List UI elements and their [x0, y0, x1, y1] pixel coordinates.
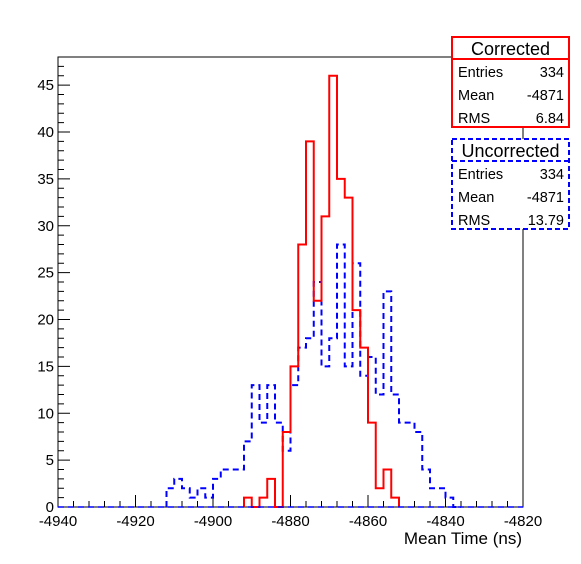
corrected-rms-value: 6.84 [536, 111, 564, 127]
corrected-bin [314, 301, 322, 507]
x-tick-label: -4900 [194, 513, 232, 530]
uncorrected-mean-value: -4871 [527, 190, 564, 206]
uncorrected-bin [182, 488, 190, 507]
uncorrected-bin [252, 385, 260, 507]
uncorrected-bin [198, 488, 206, 507]
y-tick-label: 5 [46, 452, 54, 469]
corrected-entries-label: Entries [458, 65, 503, 81]
corrected-bin [353, 310, 361, 507]
corrected-bin [337, 179, 345, 507]
corrected-mean-value: -4871 [527, 88, 564, 104]
uncorrected-bin [236, 470, 244, 508]
uncorrected-stats-title: Uncorrected [461, 141, 559, 161]
uncorrected-entries-value: 334 [540, 167, 564, 183]
uncorrected-bin [446, 498, 454, 507]
x-tick-label: -4820 [504, 513, 542, 530]
stat-boxes: Corrected Entries 334 Mean -4871 RMS 6.84 Uncor… [451, 36, 570, 230]
y-tick-label: 25 [37, 265, 54, 282]
uncorrected-mean-label: Mean [458, 190, 494, 206]
corrected-bin [260, 498, 268, 507]
uncorrected-rms-label: RMS [458, 213, 490, 229]
y-tick-label: 20 [37, 312, 54, 329]
y-tick-label: 0 [46, 499, 54, 516]
y-tick-label: 30 [37, 218, 54, 235]
uncorrected-histogram [165, 243, 461, 508]
y-tick-label: 10 [37, 405, 54, 422]
uncorrected-bin [438, 488, 446, 507]
uncorrected-bin [205, 498, 213, 507]
y-tick-label: 35 [37, 171, 54, 188]
uncorrected-bin [391, 395, 399, 508]
corrected-bin [376, 488, 384, 507]
uncorrected-bin [430, 488, 438, 507]
uncorrected-bin [229, 470, 237, 508]
x-tick-label: -4940 [39, 513, 77, 530]
corrected-entries-value: 334 [540, 65, 564, 81]
x-tick-label: -4840 [426, 513, 464, 530]
corrected-stats-box: Corrected Entries 334 Mean -4871 RMS 6.84 [451, 36, 570, 128]
corrected-rms-label: RMS [458, 111, 490, 127]
corrected-bin [267, 479, 275, 507]
x-axis-title: Mean Time (ns) [404, 529, 522, 548]
x-axis: -4940 -4920 -4900 -4880 -4860 -4840 -4820 [39, 495, 542, 530]
uncorrected-bin [260, 423, 268, 507]
uncorrected-rms-value: 13.79 [528, 213, 564, 229]
uncorrected-bin [399, 423, 407, 507]
uncorrected-stats-box: Uncorrected Entries 334 Mean -4871 RMS 13.79 [451, 138, 570, 230]
uncorrected-bin [275, 423, 283, 507]
x-tick-label: -4880 [271, 513, 309, 530]
uncorrected-bin [190, 498, 198, 507]
corrected-stats-frame [451, 36, 570, 128]
x-tick-label: -4860 [349, 513, 387, 530]
corrected-bin [345, 198, 353, 507]
corrected-bin [368, 423, 376, 507]
uncorrected-bin [415, 432, 423, 507]
corrected-bin [391, 498, 399, 507]
uncorrected-entries-label: Entries [458, 167, 503, 183]
corrected-mean-label: Mean [458, 88, 494, 104]
y-tick-label: 45 [37, 77, 54, 94]
series-layer [58, 74, 523, 508]
uncorrected-bin [174, 479, 182, 507]
uncorrected-bin [213, 479, 221, 507]
corrected-bin [306, 141, 314, 507]
y-tick-label: 40 [37, 124, 54, 141]
corrected-stats-title: Corrected [471, 39, 550, 59]
corrected-bin [360, 348, 368, 507]
uncorrected-stats-frame [451, 138, 570, 230]
corrected-bin [384, 470, 392, 508]
uncorrected-bin [221, 470, 229, 508]
y-tick-label: 15 [37, 358, 54, 375]
uncorrected-bin [167, 488, 175, 507]
corrected-bin [329, 76, 337, 507]
x-tick-label: -4920 [116, 513, 154, 530]
corrected-bin [322, 216, 330, 507]
uncorrected-bin [422, 470, 430, 508]
corrected-bin [298, 245, 306, 508]
corrected-bin [244, 498, 252, 507]
corrected-bin [283, 432, 291, 507]
y-axis: 0 5 10 15 20 25 30 35 40 45 [37, 65, 70, 516]
corrected-histogram [243, 74, 400, 508]
corrected-bin [291, 366, 299, 507]
uncorrected-bin [407, 423, 415, 507]
